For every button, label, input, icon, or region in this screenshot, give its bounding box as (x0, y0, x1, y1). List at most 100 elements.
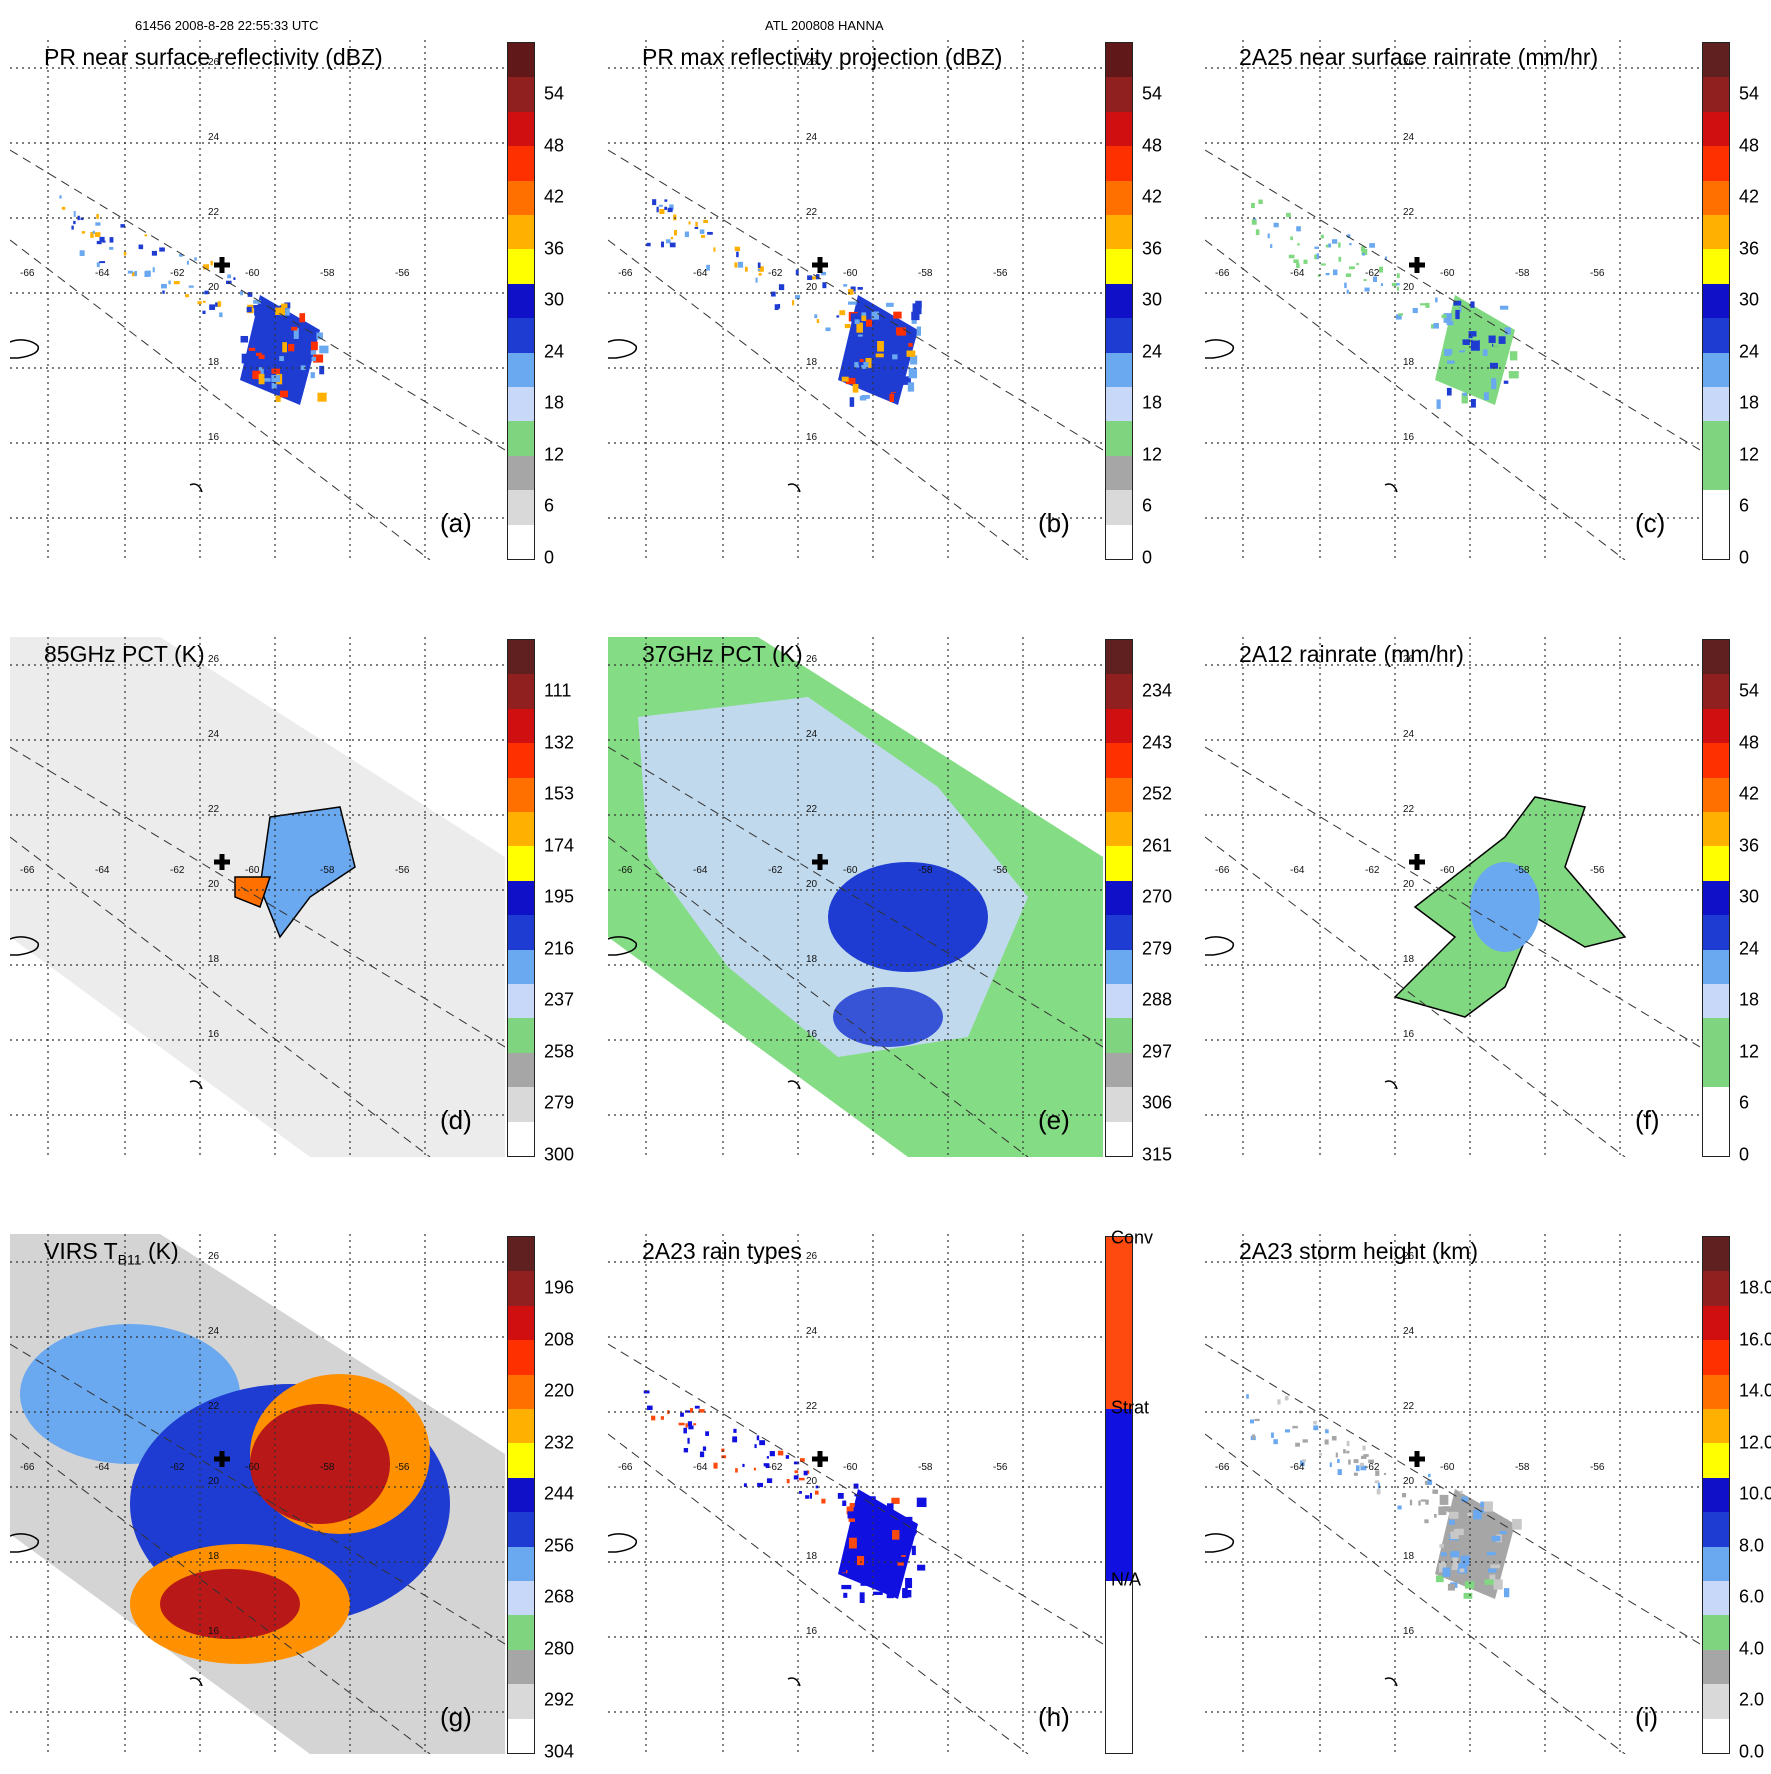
precip-pixel (778, 284, 785, 291)
precip-pixel (1250, 202, 1255, 209)
precip-pixel (159, 247, 165, 252)
coastline (787, 1677, 801, 1687)
precip-pixel (1502, 1519, 1508, 1525)
precip-pixel (678, 1422, 685, 1426)
precip-pixel (688, 221, 691, 225)
colorbar-tick-label: 48 (1739, 135, 1760, 155)
storm-name: ATL 200808 HANNA (765, 18, 884, 33)
precip-pixel (186, 260, 189, 265)
precip-pixel (905, 1516, 913, 1524)
colorbar-segment (1703, 180, 1729, 216)
colorbar-tick-label: 270 (1142, 886, 1173, 907)
latitude-label: 18 (1403, 357, 1415, 368)
longitude-label: -66 (618, 865, 633, 876)
colorbar-tick-label: 54 (1739, 680, 1760, 701)
precip-pixel (197, 301, 202, 305)
precip-pixel (669, 204, 674, 210)
colorbar-tick-label: 243 (1142, 732, 1173, 752)
precip-pixel (842, 1560, 848, 1571)
colorbar-segment (508, 708, 534, 745)
precip-pixel (1397, 286, 1400, 291)
precip-pixel (1325, 244, 1330, 248)
precip-pixel (694, 1405, 700, 1409)
colorbar-tick-label: 24 (1739, 341, 1760, 361)
precip-pixel (911, 311, 920, 321)
precip-pixel (707, 231, 713, 235)
precip-pixel (1273, 222, 1279, 228)
colorbar (1105, 639, 1133, 1157)
colorbar-segment (1703, 111, 1729, 148)
latitude-label: 20 (1403, 282, 1415, 293)
colorbar-segment (1703, 1052, 1729, 1089)
longitude-label: -60 (1440, 1462, 1455, 1473)
precip-pixel (1488, 335, 1496, 343)
precip-pixel (1396, 273, 1400, 279)
longitude-label: -60 (843, 1462, 858, 1473)
colorbar-segment (1703, 1374, 1729, 1410)
precip-pixel (703, 219, 708, 224)
latitude-label: 22 (208, 1401, 220, 1412)
colorbar-segment (508, 146, 534, 182)
precip-pixel (805, 1495, 810, 1499)
precip-pixel (99, 236, 105, 242)
latitude-label: 18 (208, 357, 220, 368)
precip-pixel (1441, 314, 1447, 319)
precip-pixel (848, 1537, 857, 1549)
precip-pixel (161, 283, 167, 289)
precip-pixel (1508, 371, 1519, 379)
panel-letter: (g) (440, 1702, 472, 1732)
precip-pixel (841, 1584, 852, 1590)
colorbar-segment (1106, 421, 1132, 457)
coastline (1384, 1677, 1398, 1687)
precip-pixel (908, 367, 918, 379)
precip-pixel (1337, 1469, 1342, 1476)
storm-center-marker (817, 257, 823, 273)
colorbar-segment (1106, 352, 1132, 388)
colorbar (1702, 1236, 1730, 1754)
swath-edge (10, 1433, 431, 1754)
precip-pixel (1504, 327, 1511, 335)
colorbar-segment (1106, 674, 1132, 710)
colorbar (1702, 639, 1730, 1157)
colorbar-segment (1106, 524, 1132, 559)
colorbar-segment (1703, 1409, 1729, 1445)
precip-pixel (769, 1451, 775, 1457)
precip-pixel (71, 225, 74, 230)
precip-pixel (881, 1572, 892, 1583)
colorbar-tick-label: 304 (544, 1741, 575, 1761)
precip-pixel (1470, 301, 1475, 308)
precip-pixel (689, 1408, 694, 1413)
precip-pixel (757, 268, 761, 271)
precip-block (838, 1489, 918, 1599)
precip-pixel (814, 1490, 819, 1495)
precip-pixel (1331, 1435, 1337, 1441)
latitude-label: 22 (806, 1401, 818, 1412)
precip-pixel (1363, 1454, 1369, 1457)
longitude-label: -62 (768, 1462, 783, 1473)
swath-edge (1205, 149, 1700, 451)
colorbar-segment (1703, 1121, 1729, 1156)
colorbar-segment (508, 880, 534, 917)
latitude-label: 20 (208, 879, 220, 890)
precip-pixel (758, 272, 762, 276)
precip-pixel (252, 370, 261, 379)
colorbar-tick-label: 174 (544, 835, 575, 855)
colorbar-segment (508, 674, 534, 710)
colorbar-tick-label: 237 (544, 989, 575, 1010)
longitude-label: -62 (170, 865, 185, 876)
precip-pixel (859, 1512, 867, 1516)
precip-pixel (699, 229, 705, 234)
colorbar-segment (508, 743, 534, 779)
longitude-label: -62 (1365, 865, 1380, 876)
latitude-label: 24 (208, 132, 220, 143)
map-panel-f: -66 -64 -62 -60 -58 -56 26 24 22 20 18 16 2A12 rainr… (1205, 637, 1771, 1177)
colorbar-segment (508, 1718, 534, 1753)
precip-pixel (664, 206, 668, 210)
map-canvas-f: -66 -64 -62 -60 -58 -56 26 24 22 20 18 16 (1205, 637, 1700, 1157)
precip-pixel (210, 260, 213, 266)
precip-pixel (1284, 1429, 1290, 1433)
precip-pixel (233, 277, 236, 280)
panel-letter: (i) (1635, 1702, 1659, 1732)
precip-pixel (856, 322, 863, 333)
precip-pixel (766, 1456, 769, 1459)
